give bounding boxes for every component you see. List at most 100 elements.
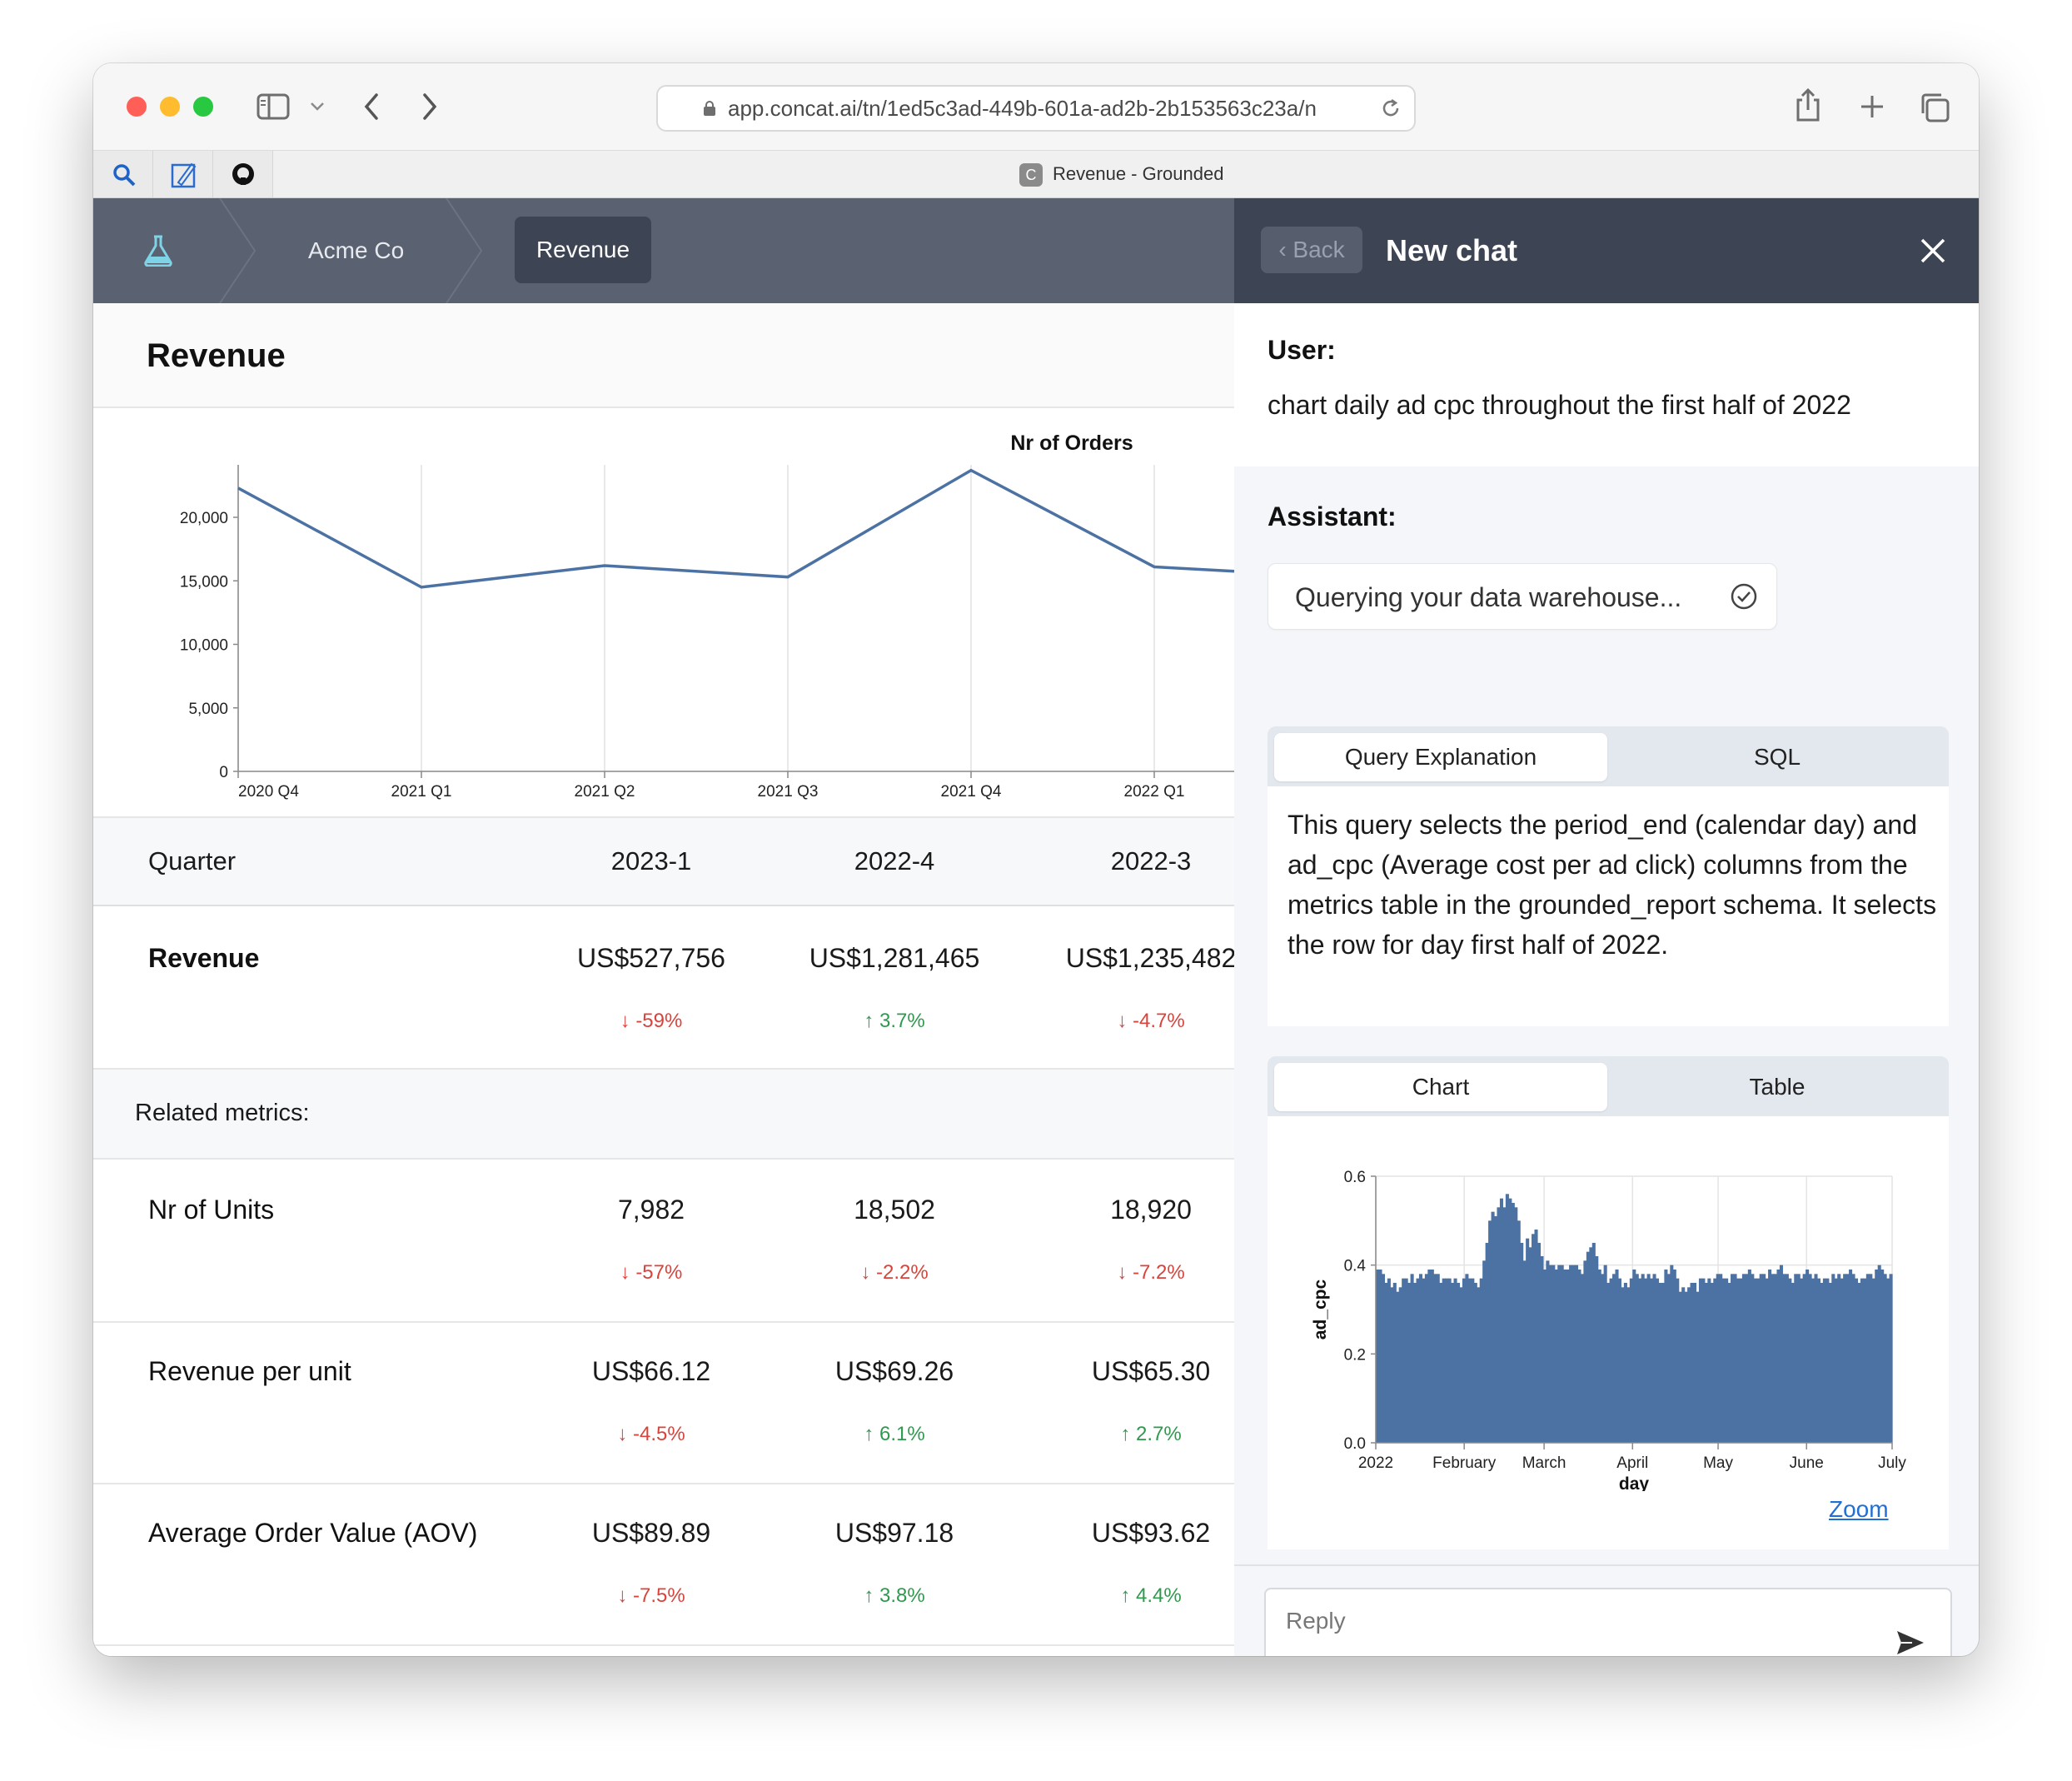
extension-search[interactable] (93, 151, 153, 197)
x-tick-label: 2022 (1358, 1454, 1393, 1472)
ad-cpc-bar (1451, 1283, 1455, 1443)
ad-cpc-bar (1591, 1243, 1596, 1443)
extension-github[interactable] (213, 151, 273, 197)
ad-cpc-bar (1759, 1274, 1763, 1443)
ad-cpc-bar (1482, 1260, 1487, 1443)
x-axis-label: day (1619, 1474, 1650, 1491)
ad-cpc-bar (1860, 1278, 1864, 1443)
metric-label: Average Order Value (AOV) (148, 1518, 478, 1548)
related-metrics-label: Related metrics: (135, 1100, 310, 1126)
ad-cpc-bar (1687, 1287, 1691, 1443)
ad-cpc-bar (1776, 1270, 1781, 1443)
ad-cpc-bar (1684, 1291, 1688, 1443)
close-icon[interactable] (1912, 230, 1954, 272)
breadcrumb-item-acme-co[interactable]: Acme Co (308, 237, 405, 263)
tab-query-explanation[interactable]: Query Explanation (1274, 733, 1607, 781)
metric-value: 18,502 (854, 1195, 935, 1225)
ad-cpc-bar (1566, 1270, 1570, 1443)
tab-table[interactable]: Table (1749, 1074, 1806, 1100)
sidebar-toggle-icon[interactable] (257, 93, 290, 120)
ad-cpc-bar (1514, 1207, 1518, 1443)
ad-cpc-bar (1845, 1274, 1850, 1443)
minimize-window-button[interactable] (160, 97, 180, 117)
address-bar[interactable]: app.concat.ai/tn/1ed5c3ad-449b-601a-ad2b… (656, 85, 1416, 132)
close-window-button[interactable] (127, 97, 147, 117)
tab-chart[interactable]: Chart (1274, 1063, 1607, 1111)
ad-cpc-bar (1552, 1265, 1556, 1443)
ad-cpc-bar (1445, 1278, 1449, 1443)
ad-cpc-bar (1387, 1278, 1391, 1443)
zoom-link[interactable]: Zoom (1829, 1496, 1889, 1522)
ad-cpc-bar (1563, 1270, 1567, 1443)
send-icon[interactable] (1894, 1626, 1927, 1656)
ad-cpc-bar (1756, 1278, 1761, 1443)
ad-cpc-bar (1736, 1278, 1741, 1443)
ad-cpc-bar (1886, 1278, 1890, 1443)
y-tick-label: 0 (219, 764, 228, 781)
back-button[interactable]: ‹ Back (1261, 227, 1362, 273)
ad-cpc-bar (1802, 1274, 1806, 1443)
ad-cpc-bar (1485, 1243, 1489, 1443)
change-badge: ↑ 2.7% (1120, 1423, 1182, 1445)
quarter-header: 2022-4 (854, 846, 935, 876)
ad-cpc-bar (1499, 1198, 1504, 1443)
extension-notes[interactable] (153, 151, 213, 197)
chat-panel: ‹ Back New chat User: chart daily ad cpc… (1234, 198, 1979, 1656)
ad-cpc-bar (1644, 1278, 1648, 1443)
share-icon[interactable] (1794, 87, 1822, 123)
chevron-down-icon[interactable] (310, 102, 325, 112)
tab-overview-icon[interactable] (1919, 92, 1950, 123)
user-message: User: chart daily ad cpc throughout the … (1234, 303, 1979, 466)
metric-label: Revenue per unit (148, 1356, 351, 1386)
y-tick-label: 5,000 (188, 701, 228, 718)
ad-cpc-bar (1721, 1278, 1726, 1443)
table-row: Revenue per unit US$66.12 US$69.26 US$65… (93, 1323, 1234, 1484)
chevron-left-icon: ‹ (1278, 237, 1293, 262)
flask-icon[interactable] (143, 235, 173, 267)
y-tick-label: 0.0 (1344, 1435, 1366, 1453)
ad-cpc-bar (1617, 1278, 1622, 1443)
breadcrumb-item-revenue[interactable]: Revenue (515, 217, 651, 283)
ad-cpc-bar (1831, 1274, 1835, 1443)
ad-cpc-bar (1465, 1274, 1469, 1443)
ad-cpc-bar (1615, 1270, 1619, 1443)
back-arrow-icon[interactable] (361, 92, 381, 122)
ad-cpc-bar (1828, 1283, 1832, 1443)
ad-cpc-bar (1589, 1247, 1593, 1443)
ad-cpc-bar (1459, 1287, 1463, 1443)
ad-cpc-bar (1698, 1278, 1702, 1443)
ad-cpc-bar (1796, 1274, 1801, 1443)
tab-title: Revenue - Grounded (1053, 163, 1224, 184)
ad-cpc-bar (1603, 1265, 1607, 1443)
ad-cpc-bar (1522, 1260, 1527, 1443)
ad-cpc-bar (1548, 1265, 1552, 1443)
y-tick-label: 15,000 (180, 573, 228, 591)
ad-cpc-bar (1520, 1243, 1524, 1443)
zoom-window-button[interactable] (193, 97, 213, 117)
metric-value: US$69.26 (834, 1356, 954, 1386)
ad-cpc-bar (1462, 1278, 1466, 1443)
new-tab-icon[interactable] (1859, 93, 1885, 120)
reload-icon[interactable] (1379, 97, 1402, 120)
page-header: Revenue (93, 303, 1234, 408)
ad-cpc-bar (1811, 1278, 1815, 1443)
x-tick-label: 2021 Q1 (391, 783, 452, 801)
ad-cpc-bar (1427, 1270, 1432, 1443)
metric-value: 7,982 (617, 1195, 685, 1225)
tab-sql[interactable]: SQL (1753, 744, 1801, 770)
change-badge: ↑ 4.4% (1120, 1584, 1182, 1607)
active-tab[interactable]: C Revenue - Grounded (1019, 151, 1223, 197)
explanation-text: This query selects the period_end (calen… (1288, 810, 1937, 960)
ad-cpc-bar (1508, 1198, 1512, 1443)
user-message-text: chart daily ad cpc throughout the first … (1268, 390, 1851, 420)
reply-input[interactable]: Reply (1264, 1588, 1952, 1656)
ad-cpc-bar (1670, 1265, 1674, 1443)
ad-cpc-bar (1542, 1270, 1547, 1443)
table-row: Nr of Units 7,982 18,502 18,920 ↓ -57% ↓… (93, 1161, 1234, 1323)
arrow-down-icon: ↓ (1117, 1261, 1133, 1284)
ad-cpc-bar (1877, 1265, 1881, 1443)
forward-arrow-icon[interactable] (420, 92, 440, 122)
ad-cpc-bar (1447, 1278, 1452, 1443)
query-explanation: This query selects the period_end (calen… (1268, 786, 1949, 1026)
ad-cpc-bar (1586, 1251, 1590, 1443)
